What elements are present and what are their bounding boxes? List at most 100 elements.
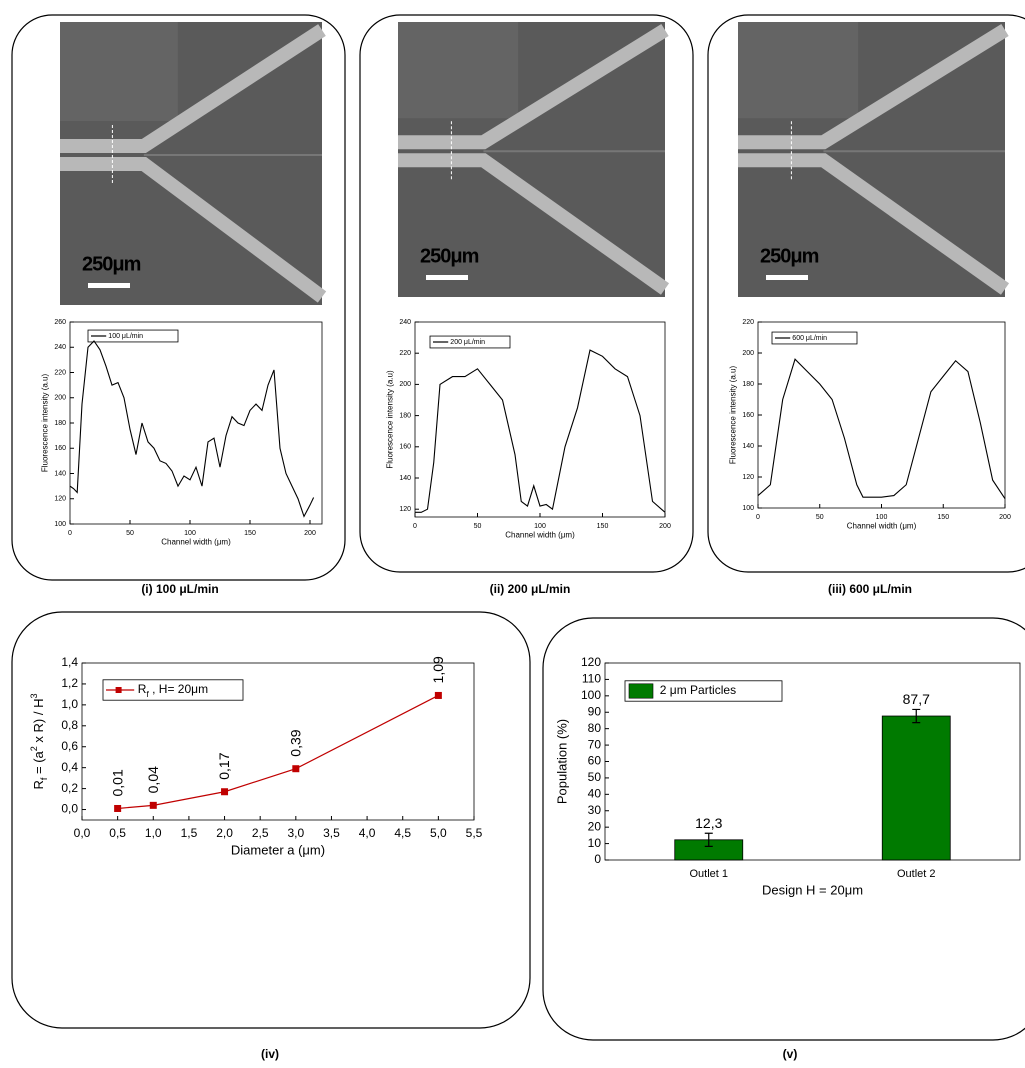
bar (881, 715, 951, 861)
x-tick-label: 0,5 (109, 826, 126, 840)
data-label: 0,39 (288, 729, 304, 756)
data-label: 1,09 (430, 656, 446, 683)
text-part: = (a (31, 750, 46, 777)
legend-box (771, 331, 858, 345)
y-tick-label: 220 (54, 369, 66, 376)
y-tick-label: 140 (54, 470, 66, 477)
legend-box (87, 329, 179, 343)
y-tick-label: 40 (588, 787, 602, 801)
y-tick-label: 0,6 (61, 739, 78, 753)
x-tick-label: 1,0 (145, 826, 162, 840)
y-tick-label: 100 (54, 521, 66, 528)
panel-frame (359, 14, 694, 573)
x-tick-label: 2,5 (252, 826, 269, 840)
x-tick-label: 50 (816, 514, 824, 521)
legend-label: Rf , H= 20μm (138, 682, 208, 699)
text-part: 3 (29, 693, 39, 698)
y-tick-label: 120 (399, 506, 411, 513)
y-tick-label: 0,2 (61, 781, 78, 795)
error-bar (704, 832, 713, 847)
x-tick-label: 3,5 (323, 826, 340, 840)
data-line (117, 694, 439, 810)
y-tick-label: 100 (581, 688, 601, 702)
x-tick-label: 5,0 (430, 826, 447, 840)
channel (60, 24, 326, 154)
y-tick-label: 120 (581, 655, 601, 669)
y-axis-label: Population (%) (554, 719, 569, 804)
chart: 0 10 20 30 40 50 60 70 80 90 100 110 120 Design H = 2… (554, 655, 1021, 1061)
x-tick-label: 4,0 (359, 826, 376, 840)
x-axis-label: Channel width (μm) (161, 537, 231, 546)
image-shade (60, 22, 178, 122)
channel (738, 24, 1009, 150)
y-tick-label: 160 (399, 444, 411, 451)
plot-frame (81, 662, 475, 821)
x-tick-label: 100 (534, 523, 546, 530)
legend-box (624, 680, 783, 702)
scale-bar (426, 275, 468, 280)
micrograph: 250μm (60, 22, 327, 305)
y-tick-label: 260 (54, 319, 66, 326)
y-axis-label: Fluorescence intensity (a.u) (386, 370, 395, 469)
channel (60, 157, 327, 303)
legend-box (102, 679, 244, 701)
text-part: 2 (29, 746, 39, 751)
x-tick-label: Outlet 1 (689, 868, 728, 880)
data-line (757, 358, 1006, 500)
x-tick-label: 1,5 (181, 826, 198, 840)
y-tick-label: 200 (54, 395, 66, 402)
caption: (v) (783, 1047, 798, 1061)
x-tick-label: 4,5 (394, 826, 411, 840)
y-tick-label: 70 (588, 737, 602, 751)
y-tick-label: 120 (742, 474, 754, 481)
scale-bar (766, 275, 808, 280)
y-tick-label: 180 (54, 420, 66, 427)
scale-bar-label: 250μm (82, 253, 141, 275)
x-tick-label: 0 (68, 530, 72, 537)
y-tick-label: 180 (399, 412, 411, 419)
x-tick-label: 150 (597, 523, 609, 530)
y-tick-label: 90 (588, 704, 602, 718)
plot-frame (414, 321, 666, 518)
y-tick-label: 200 (742, 350, 754, 357)
y-tick-label: 100 (742, 505, 754, 512)
x-tick-label: 2,0 (216, 826, 233, 840)
y-axis-label: Fluorescence intensity (a.u) (41, 374, 50, 473)
micrograph: 250μm (738, 22, 1010, 297)
y-tick-label: 1,2 (61, 676, 78, 690)
legend-label: 2 μm Particles (660, 683, 736, 697)
panel-frame (11, 611, 531, 1029)
caption: (iv) (261, 1047, 279, 1061)
caption: (iii) 600 μL/min (828, 582, 912, 596)
y-tick-label: 50 (588, 770, 602, 784)
text-part: R (31, 780, 46, 789)
y-tick-label: 0,0 (61, 802, 78, 816)
y-tick-label: 140 (399, 475, 411, 482)
data-point (434, 691, 442, 699)
x-tick-label: 200 (659, 523, 671, 530)
text-part: R (138, 682, 147, 696)
legend-box (429, 335, 511, 349)
data-label: 12,3 (695, 815, 722, 831)
y-tick-label: 200 (399, 381, 411, 388)
data-point (114, 804, 122, 812)
scale-bar-label: 250μm (420, 245, 479, 267)
data-label: 0,17 (216, 752, 232, 779)
y-tick-label: 220 (742, 319, 754, 326)
plot-frame (69, 321, 323, 525)
x-tick-label: 0 (413, 523, 417, 530)
text-part: x R) / H (31, 699, 46, 747)
image-shade (738, 22, 859, 119)
caption: (i) 100 μL/min (141, 582, 218, 596)
data-label: 87,7 (903, 691, 930, 707)
x-tick-label: 150 (937, 514, 949, 521)
x-tick-label: 5,5 (466, 826, 483, 840)
micrograph: 250μm (398, 22, 670, 297)
x-tick-label: 100 (876, 514, 888, 521)
y-axis-label: Fluorescence intensity (a.u) (729, 366, 738, 465)
y-tick-label: 160 (742, 412, 754, 419)
panel-frame (11, 14, 346, 581)
x-tick-label: 200 (999, 514, 1011, 521)
x-axis-label: Design H = 20μm (762, 883, 863, 898)
chart: 120 140 160 180 200 220 240 0 50 100 150 200 Channel… (386, 319, 671, 596)
